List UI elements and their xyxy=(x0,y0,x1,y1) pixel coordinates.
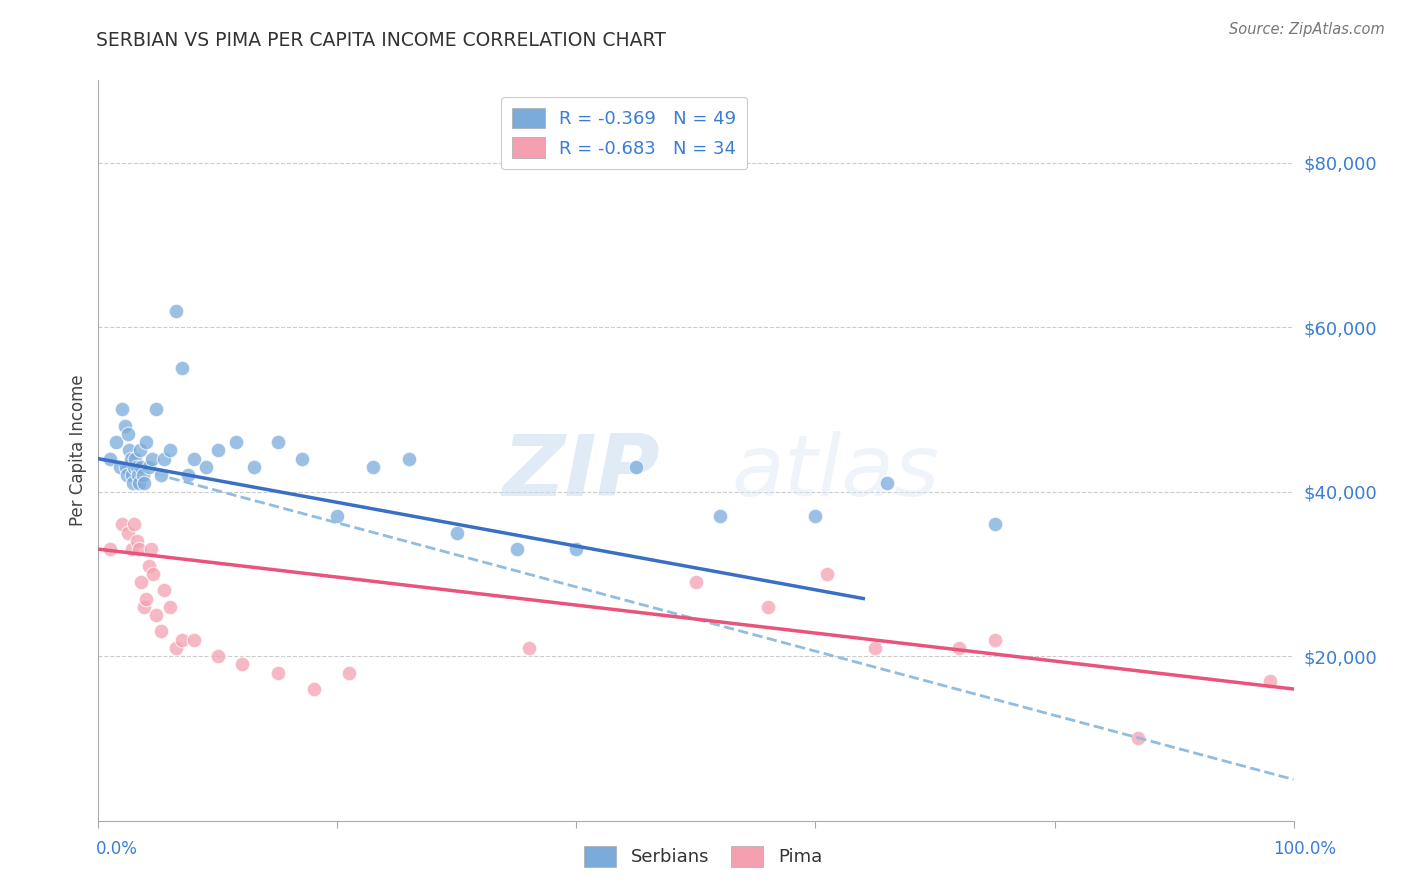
Point xyxy=(172,361,194,376)
Point xyxy=(183,451,205,466)
Point xyxy=(183,632,205,647)
Point xyxy=(267,435,290,450)
Point xyxy=(756,599,779,614)
Point xyxy=(145,607,167,622)
Legend: R = -0.369   N = 49, R = -0.683   N = 34: R = -0.369 N = 49, R = -0.683 N = 34 xyxy=(502,96,747,169)
Text: 100.0%: 100.0% xyxy=(1272,840,1336,858)
Point xyxy=(120,451,142,466)
Point xyxy=(132,599,155,614)
Point xyxy=(207,649,229,664)
Point xyxy=(815,566,838,581)
Point xyxy=(118,443,141,458)
Point xyxy=(111,402,134,417)
Point xyxy=(125,533,148,548)
Point xyxy=(165,303,187,318)
Point xyxy=(117,427,139,442)
Point xyxy=(207,443,229,458)
Point xyxy=(111,517,134,532)
Text: atlas: atlas xyxy=(733,431,939,514)
Point xyxy=(1258,673,1281,688)
Point xyxy=(195,459,218,474)
Point xyxy=(138,459,160,474)
Point xyxy=(142,566,165,581)
Point xyxy=(122,476,145,491)
Point xyxy=(876,476,898,491)
Point xyxy=(117,525,139,540)
Y-axis label: Per Capita Income: Per Capita Income xyxy=(69,375,87,526)
Point xyxy=(129,443,152,458)
Point xyxy=(565,542,588,557)
Point xyxy=(128,542,150,557)
Point xyxy=(127,468,149,483)
Point xyxy=(685,575,707,590)
Point xyxy=(243,459,266,474)
Point xyxy=(108,459,131,474)
Point xyxy=(135,435,157,450)
Point xyxy=(225,435,247,450)
Point xyxy=(114,418,136,433)
Legend: Serbians, Pima: Serbians, Pima xyxy=(576,838,830,874)
Point xyxy=(131,459,153,474)
Point xyxy=(153,583,176,598)
Point xyxy=(165,640,187,655)
Point xyxy=(138,558,160,573)
Point xyxy=(115,468,138,483)
Point xyxy=(291,451,314,466)
Point xyxy=(865,640,887,655)
Point xyxy=(145,402,167,417)
Point xyxy=(153,451,176,466)
Point xyxy=(125,459,148,474)
Point xyxy=(131,575,153,590)
Point xyxy=(339,665,361,680)
Point xyxy=(132,476,155,491)
Point xyxy=(124,451,146,466)
Point xyxy=(326,509,349,524)
Point xyxy=(141,451,163,466)
Point xyxy=(267,665,290,680)
Point xyxy=(231,657,253,672)
Point xyxy=(159,443,181,458)
Point xyxy=(98,451,122,466)
Point xyxy=(1128,731,1150,746)
Point xyxy=(98,542,122,557)
Point xyxy=(139,542,162,557)
Point xyxy=(128,476,150,491)
Point xyxy=(506,542,529,557)
Point xyxy=(149,624,172,639)
Point xyxy=(105,435,128,450)
Point xyxy=(626,459,648,474)
Point xyxy=(172,632,194,647)
Point xyxy=(131,468,153,483)
Point xyxy=(124,459,146,474)
Point xyxy=(984,632,1007,647)
Point xyxy=(302,681,325,696)
Point xyxy=(446,525,468,540)
Point xyxy=(398,451,420,466)
Point xyxy=(121,542,143,557)
Point xyxy=(363,459,385,474)
Text: SERBIAN VS PIMA PER CAPITA INCOME CORRELATION CHART: SERBIAN VS PIMA PER CAPITA INCOME CORREL… xyxy=(96,31,665,50)
Text: ZIP: ZIP xyxy=(502,431,661,514)
Point xyxy=(135,591,157,606)
Point xyxy=(984,517,1007,532)
Point xyxy=(948,640,970,655)
Point xyxy=(804,509,827,524)
Point xyxy=(115,459,138,474)
Point xyxy=(124,517,146,532)
Point xyxy=(121,468,143,483)
Point xyxy=(149,468,172,483)
Point xyxy=(159,599,181,614)
Text: Source: ZipAtlas.com: Source: ZipAtlas.com xyxy=(1229,22,1385,37)
Point xyxy=(517,640,540,655)
Text: 0.0%: 0.0% xyxy=(96,840,138,858)
Point xyxy=(709,509,731,524)
Point xyxy=(177,468,200,483)
